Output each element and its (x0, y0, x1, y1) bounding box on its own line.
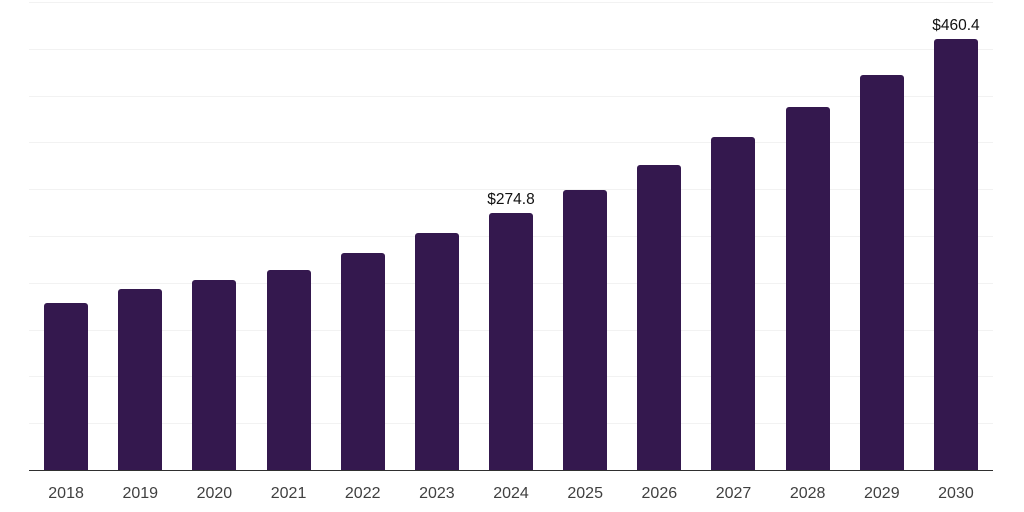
x-tick-label-2020: 2020 (196, 485, 233, 502)
gridline-450 (29, 48, 993, 50)
bar-slot-2021 (251, 2, 325, 470)
bar-slot-2029 (845, 2, 919, 470)
bar-slot-2019 (103, 2, 177, 470)
x-tick-label-2027: 2027 (715, 485, 752, 502)
bar-2028 (785, 107, 830, 470)
x-tick-label-2026: 2026 (641, 485, 678, 502)
bar-slot-2024: $274.8 (474, 2, 548, 470)
bar-slot-2025 (548, 2, 622, 470)
x-tick-label-2022: 2022 (344, 485, 381, 502)
bar-slot-2026 (622, 2, 696, 470)
value-label-2030: $460.4 (932, 17, 980, 35)
bar-2021 (266, 270, 311, 470)
bar-slot-2023 (400, 2, 474, 470)
bar-2024 (489, 212, 534, 470)
bar-2023 (414, 233, 459, 470)
bar-slot-2030: $460.4 (919, 2, 993, 470)
gridline-350 (29, 142, 993, 144)
bar-2029 (859, 74, 904, 470)
bar-2030 (933, 39, 978, 470)
gridline-300 (29, 189, 993, 191)
value-label-2024: $274.8 (487, 190, 535, 208)
bar-slot-2022 (326, 2, 400, 470)
x-tick-label-2028: 2028 (789, 485, 826, 502)
x-tick-label-2023: 2023 (419, 485, 455, 502)
x-tick-label-2030: 2030 (938, 485, 974, 502)
bar-2020 (192, 280, 237, 470)
bar-slot-2018 (29, 2, 103, 470)
bar-slot-2020 (177, 2, 251, 470)
x-tick-label-2025: 2025 (567, 485, 603, 502)
bar-slot-2027 (696, 2, 770, 470)
gridline-400 (29, 95, 993, 97)
gridline-500 (29, 2, 993, 3)
bar-2019 (118, 288, 163, 470)
bar-2018 (44, 302, 89, 470)
plot-area: $274.8 $460.4 (29, 2, 993, 471)
x-axis-labels: 2018 2019 2020 2021 2022 2023 2024 2025 2026 2027… (29, 484, 993, 503)
x-tick-label-2021: 2021 (270, 485, 307, 502)
bar-2026 (637, 164, 682, 470)
bar-slot-2028 (771, 2, 845, 470)
x-tick-label-2018: 2018 (48, 485, 84, 502)
bar-2027 (711, 137, 756, 470)
bars-group: $274.8 $460.4 (29, 2, 993, 470)
bar-2022 (340, 252, 385, 470)
x-tick-label-2024: 2024 (493, 485, 529, 502)
bar-2025 (563, 189, 608, 470)
x-tick-label-2019: 2019 (122, 485, 159, 502)
x-tick-label-2029: 2029 (864, 485, 900, 502)
